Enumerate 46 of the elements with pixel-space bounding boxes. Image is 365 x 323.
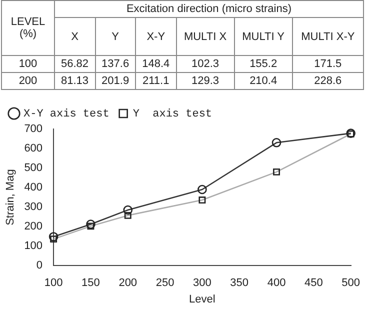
point: [86, 220, 96, 229]
x-tick-label: 100: [44, 277, 63, 290]
x-tick-label: 200: [118, 277, 138, 290]
data-label: 210.4: [234, 72, 292, 90]
data-label: 171.5: [292, 56, 364, 72]
data-label: 81.13: [54, 72, 96, 90]
y-tick-label: 200: [24, 220, 43, 233]
y-tick-label: 0: [36, 260, 43, 272]
x-axis-title: Level: [189, 293, 216, 306]
category-label: Y: [95, 18, 136, 56]
point: [48, 232, 58, 242]
y-tick-label: 400: [24, 182, 43, 194]
data-label: 129.3: [176, 72, 234, 90]
x-tick-label: 400: [267, 277, 286, 290]
data-label: 137.6: [95, 56, 136, 72]
x-tick-label: 350: [230, 277, 249, 290]
category-label: X: [54, 18, 96, 56]
y-tick-label: 300: [24, 201, 43, 214]
category-label: MULTI X: [176, 18, 234, 56]
x-tick-label: 150: [82, 277, 100, 290]
y-axis-title: Strain, Mag: [4, 169, 17, 226]
legend-title: LEVEL (%): [2, 0, 54, 56]
y-tick-label: 100: [24, 240, 43, 252]
data-label: 228.6: [292, 72, 364, 90]
x-tick-label: 450: [304, 277, 323, 290]
category-label: X-Y: [136, 18, 176, 56]
x-tick-label: 500: [342, 277, 360, 290]
legend-label: X-Y axis test: [24, 108, 110, 120]
data-label: 155.2: [234, 56, 292, 72]
legend-label: Y axis test: [132, 108, 212, 120]
category-label: MULTI X-Y: [292, 18, 364, 56]
x-tick-label: 300: [193, 277, 212, 290]
data-label: 56.82: [54, 56, 96, 72]
point: [123, 205, 133, 215]
data-label: 201.9: [95, 72, 136, 90]
point: [272, 138, 282, 148]
category-label: MULTI Y: [234, 18, 292, 56]
data-label: 102.3: [176, 56, 234, 72]
data-label: 148.4: [136, 56, 176, 72]
data-label: 211.1: [136, 72, 176, 90]
y-tick-label: 500: [24, 162, 43, 174]
text: Excitation direction (micro strains): [54, 0, 364, 18]
point: [198, 184, 207, 194]
x-tick-label: 250: [156, 277, 174, 290]
y-tick-label: 700: [24, 123, 43, 136]
y-tick-label: 600: [24, 142, 43, 155]
